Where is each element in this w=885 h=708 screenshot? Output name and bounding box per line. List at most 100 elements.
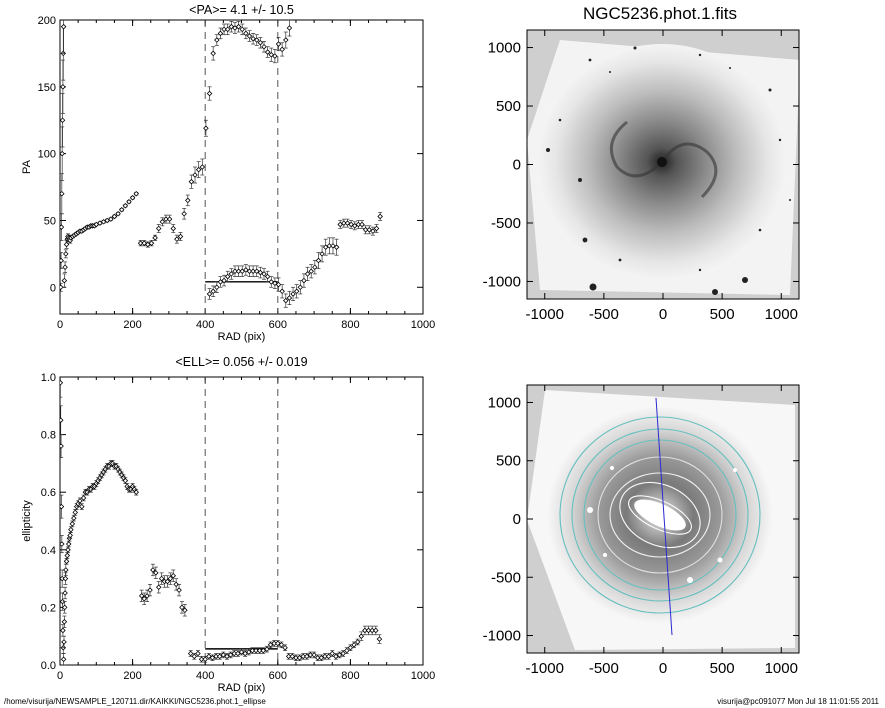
data-point	[311, 652, 317, 658]
data-point	[68, 526, 74, 533]
data-point	[370, 228, 376, 234]
data-point	[264, 273, 271, 280]
y-tick-label: 0	[50, 282, 56, 294]
data-point	[65, 541, 72, 547]
data-point	[282, 644, 288, 651]
model-image	[527, 385, 799, 653]
data-point	[289, 653, 296, 660]
data-point	[80, 495, 87, 501]
data-point	[228, 271, 235, 277]
data-point	[275, 41, 282, 47]
data-point	[325, 653, 332, 660]
data-point	[141, 240, 147, 246]
data-point	[166, 216, 173, 222]
data-point	[60, 541, 65, 547]
data-point	[69, 521, 76, 527]
data-point	[260, 647, 267, 654]
x-tick-label: 0	[57, 319, 63, 331]
data-point	[228, 23, 235, 30]
data-point	[63, 567, 69, 573]
data-point	[60, 190, 65, 197]
data-point	[170, 225, 177, 232]
data-point	[61, 277, 68, 284]
y-tick-label: 150	[38, 82, 56, 94]
data-point	[187, 650, 194, 657]
data-point	[272, 280, 278, 287]
data-point	[155, 225, 162, 232]
data-point	[330, 243, 336, 249]
data-point	[268, 51, 275, 58]
data-point	[257, 269, 264, 276]
data-point	[224, 653, 230, 660]
x-tick-label: 1000	[411, 319, 435, 331]
data-point	[296, 655, 303, 661]
data-point	[224, 26, 231, 33]
data-point	[319, 251, 325, 257]
data-point	[206, 653, 212, 660]
data-point	[344, 647, 350, 654]
data-point	[279, 46, 285, 53]
data-point	[220, 652, 227, 658]
data-point	[290, 291, 296, 297]
data-point	[63, 251, 69, 257]
data-point	[176, 587, 182, 593]
data-point	[111, 213, 118, 220]
data-point	[373, 627, 379, 634]
image-y-tick-label: -1000	[483, 628, 521, 645]
data-point	[126, 198, 132, 205]
data-point	[206, 90, 213, 97]
data-point	[195, 650, 201, 657]
image-y-tick-label: 1000	[488, 394, 521, 411]
data-point	[67, 532, 73, 539]
timestamp-footer: visurija@pc091077 Mon Jul 18 11:01:55 20…	[717, 697, 879, 706]
data-point	[217, 30, 224, 37]
x-axis-label: RAD (pix)	[218, 331, 266, 343]
image-y-tick-label: 0	[513, 157, 521, 174]
data-point	[60, 443, 64, 449]
data-point	[235, 23, 242, 30]
data-point	[261, 43, 267, 50]
plot-title: <ELL>= 0.056 +/- 0.019	[175, 355, 307, 369]
data-point	[272, 53, 278, 59]
x-tick-label: 400	[196, 670, 214, 682]
data-point	[182, 607, 188, 614]
data-point	[61, 619, 68, 625]
pa-plot: <PA>= 4.1 +/- 10.50 200 400 600 800 100020015…	[21, 3, 435, 343]
image-x-tick-label: 1000	[765, 306, 798, 323]
image-y-tick-label: 0	[513, 511, 521, 528]
y-tick-label: 0.0	[41, 660, 56, 672]
data-point	[62, 590, 68, 596]
data-point	[210, 288, 216, 295]
image-axes: -1000 -500 0 500 1000 1000 500 0 -500 -1000	[483, 30, 799, 323]
image-x-tick-label: 500	[710, 306, 735, 323]
image-y-tick-label: -500	[491, 569, 521, 586]
data-point	[351, 642, 357, 648]
data-point	[329, 650, 336, 657]
data-point	[366, 227, 373, 233]
galaxy-image-panel: NGC5236.phot.1.fits -1000 -500 0 500 1000 100…	[483, 4, 800, 323]
data-point	[293, 288, 300, 295]
data-point	[216, 653, 223, 660]
y-tick-label: 0.8	[41, 430, 56, 442]
data-point	[145, 241, 151, 248]
data-point	[60, 117, 66, 123]
data-point	[227, 652, 234, 658]
data-point	[152, 235, 158, 241]
x-tick-label: 800	[341, 670, 359, 682]
data-point	[170, 572, 177, 579]
data-point	[202, 656, 208, 663]
data-point	[232, 25, 238, 31]
data-point	[286, 295, 293, 301]
data-point	[203, 125, 209, 132]
image-y-tick-label: 500	[496, 98, 521, 115]
data-point	[60, 84, 66, 90]
data-point	[61, 639, 67, 645]
y-tick-label: 0.2	[41, 602, 56, 614]
data-point	[60, 257, 64, 264]
data-point	[286, 25, 293, 31]
x-tick-label: 200	[123, 319, 141, 331]
data-point	[62, 575, 69, 582]
image-title: NGC5236.phot.1.fits	[583, 4, 737, 23]
model-image-panel: -1000 -500 0 500 1000 1000 500 0 -500 -1000	[483, 384, 800, 677]
